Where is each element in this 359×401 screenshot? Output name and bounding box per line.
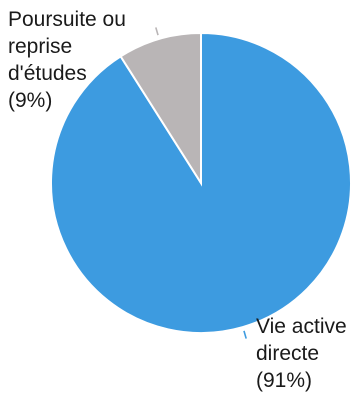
slice-poursuite: [119, 31, 202, 187]
leader-line-poursuite: [155, 27, 159, 36]
slice-label-vie-active: Vie active directe (91%): [256, 315, 353, 392]
pie-slices: [50, 31, 352, 334]
leader-lines: [155, 27, 247, 339]
leader-line-vie-active: [243, 330, 247, 339]
slice-label-poursuite: Poursuite ou reprise d'études (9%): [8, 8, 132, 112]
